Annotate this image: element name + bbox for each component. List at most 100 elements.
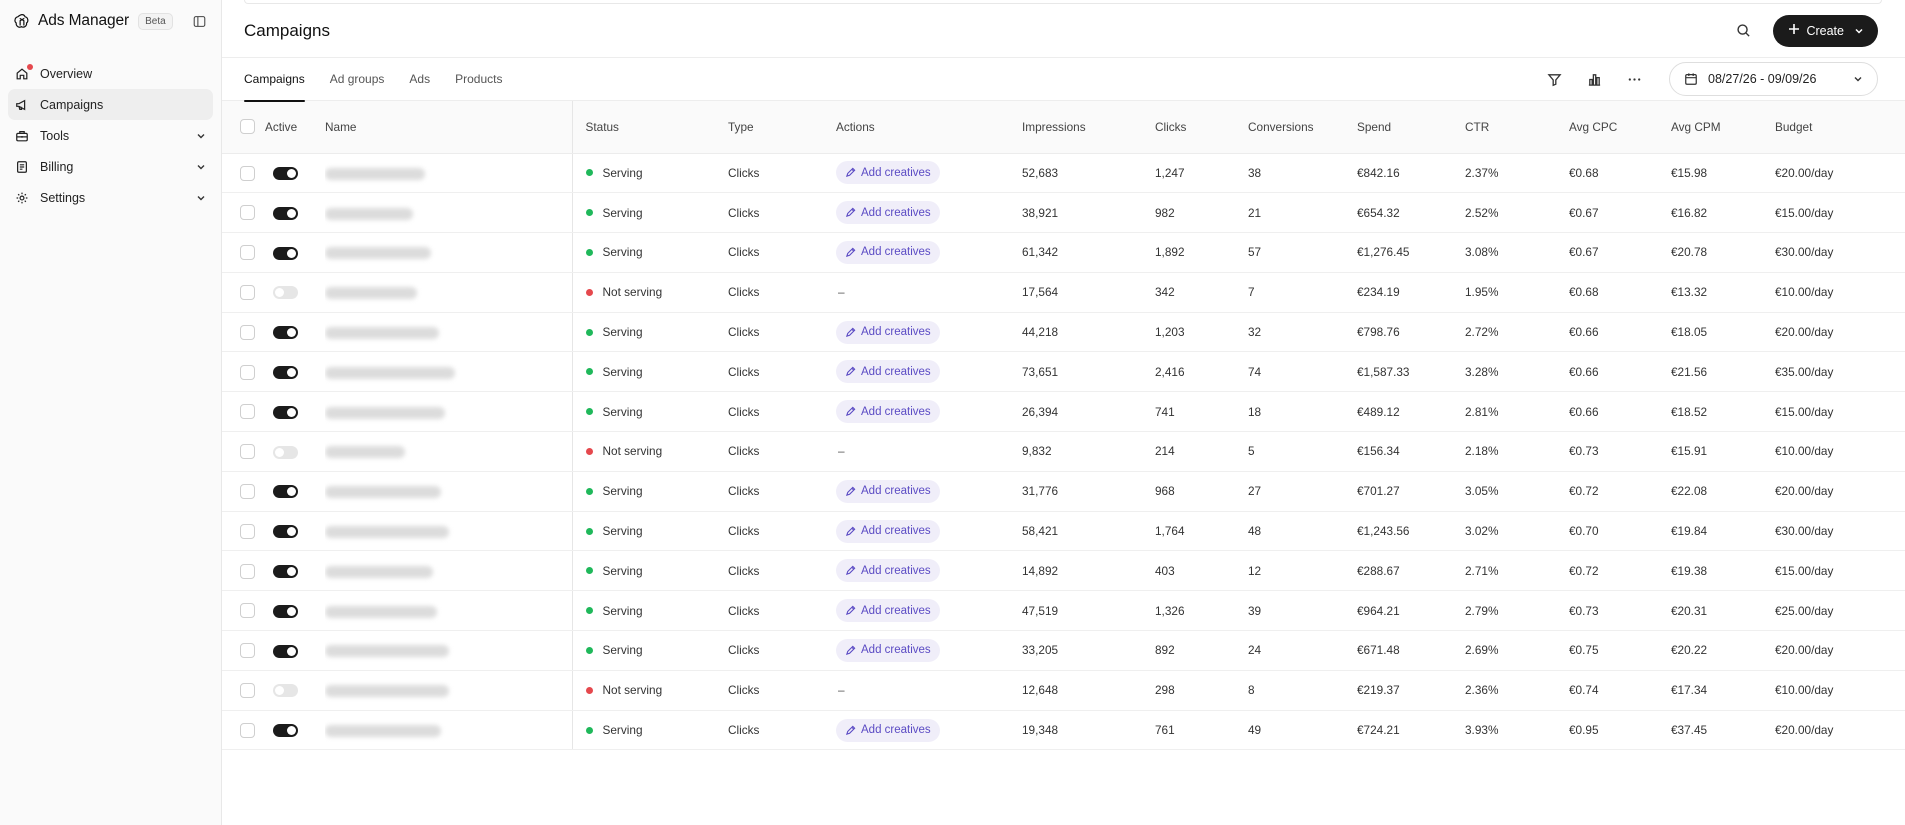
table-row[interactable]: Not serving Clicks – 17,564 342 7 €234.19 1.95%… (222, 272, 1905, 313)
table-row[interactable]: Serving Clicks Add creatives 61,342 1,892 57 €… (222, 232, 1905, 273)
row-checkbox[interactable] (240, 165, 255, 181)
search-icon[interactable] (1734, 22, 1752, 40)
add-creatives-button[interactable]: Add creatives (836, 360, 940, 384)
campaign-name-redacted[interactable] (325, 207, 413, 220)
row-checkbox[interactable] (240, 643, 255, 659)
active-toggle[interactable] (273, 525, 298, 539)
campaign-name-redacted[interactable] (325, 565, 433, 578)
campaign-name-redacted[interactable] (325, 446, 405, 459)
campaign-name-redacted[interactable] (325, 605, 437, 618)
campaign-name-redacted[interactable] (325, 724, 441, 737)
table-row[interactable]: Not serving Clicks –9,832 214 5 €156.34 2.18% €… (222, 431, 1905, 472)
campaign-name-redacted[interactable] (325, 486, 441, 499)
column-header-actions[interactable]: Actions (836, 101, 1022, 154)
row-checkbox[interactable] (240, 483, 255, 499)
sidebar-item-settings[interactable]: Settings (8, 182, 213, 213)
bar-chart-icon[interactable] (1585, 70, 1603, 88)
add-creatives-button[interactable]: Add creatives (836, 479, 940, 503)
column-header-name[interactable]: Name (325, 101, 573, 154)
table-row[interactable]: Serving Clicks Add creatives 33,205 892 24 €67… (222, 630, 1905, 671)
row-checkbox[interactable] (240, 245, 255, 261)
active-toggle[interactable] (273, 366, 298, 380)
column-header-type[interactable]: Type (728, 101, 836, 154)
add-creatives-button[interactable]: Add creatives (836, 599, 940, 623)
add-creatives-button[interactable]: Add creatives (836, 240, 940, 264)
create-button[interactable]: Create (1773, 14, 1878, 47)
tab-ads[interactable]: Ads (409, 72, 431, 86)
active-toggle[interactable] (273, 565, 298, 579)
campaign-name-redacted[interactable] (325, 326, 439, 339)
add-creatives-button[interactable]: Add creatives (836, 718, 940, 742)
row-checkbox[interactable] (240, 364, 255, 380)
row-checkbox[interactable] (240, 205, 255, 221)
row-checkbox[interactable] (240, 603, 255, 619)
add-creatives-button[interactable]: Add creatives (836, 320, 940, 344)
column-header-budget[interactable]: Budget (1775, 101, 1905, 154)
row-checkbox[interactable] (240, 404, 255, 420)
active-toggle[interactable] (273, 246, 298, 260)
campaign-name-redacted[interactable] (325, 645, 449, 658)
active-toggle[interactable] (273, 684, 298, 698)
active-toggle[interactable] (273, 326, 298, 340)
tab-ad-groups[interactable]: Ad groups (329, 72, 385, 86)
campaign-name-redacted[interactable] (325, 525, 449, 538)
add-creatives-button[interactable]: Add creatives (836, 638, 940, 662)
table-row[interactable]: Serving Clicks Add creatives 47,519 1,326 39 €… (222, 590, 1905, 632)
column-header-active[interactable]: Active (265, 101, 325, 154)
column-header-ctr[interactable]: CTR (1465, 101, 1569, 154)
active-toggle[interactable] (273, 604, 298, 618)
campaign-name-redacted[interactable] (325, 366, 455, 379)
sidebar-item-campaigns[interactable]: Campaigns (8, 89, 213, 120)
active-toggle[interactable] (273, 445, 298, 459)
sidebar-item-billing[interactable]: Billing (8, 151, 213, 182)
column-header-status[interactable]: Status (572, 101, 728, 154)
active-toggle[interactable] (273, 405, 298, 419)
column-header-spend[interactable]: Spend (1357, 101, 1465, 154)
active-toggle[interactable] (273, 167, 298, 181)
row-checkbox[interactable] (240, 284, 255, 300)
add-creatives-button[interactable]: Add creatives (836, 400, 940, 424)
campaign-name-redacted[interactable] (325, 406, 445, 419)
add-creatives-button[interactable]: Add creatives (836, 519, 940, 543)
row-checkbox[interactable] (240, 682, 255, 698)
active-toggle[interactable] (273, 724, 298, 738)
active-toggle[interactable] (273, 206, 298, 220)
table-row[interactable]: Serving Clicks Add creatives 31,776 968 27 €70… (222, 471, 1905, 512)
table-row[interactable]: Serving Clicks Add creatives 52,683 1,247 38 €… (222, 153, 1905, 194)
row-checkbox[interactable] (240, 523, 255, 539)
sidebar-toggle-icon[interactable] (191, 13, 207, 29)
campaign-name-redacted[interactable] (325, 685, 449, 698)
table-row[interactable]: Not serving Clicks – 12,648 298 8 €219.37 2.36%… (222, 670, 1905, 711)
add-creatives-button[interactable]: Add creatives (836, 201, 940, 225)
row-checkbox[interactable] (240, 444, 255, 460)
campaign-name-redacted[interactable] (325, 247, 431, 260)
active-toggle[interactable] (273, 286, 298, 300)
active-toggle[interactable] (273, 644, 298, 658)
column-header-clicks[interactable]: Clicks (1155, 101, 1248, 154)
add-creatives-button[interactable]: Add creatives (836, 161, 940, 185)
table-row[interactable]: Serving Clicks Add creatives 73,651 2,416 74 €… (222, 351, 1905, 393)
column-header-avg-cpm[interactable]: Avg CPM (1671, 101, 1775, 154)
sidebar-item-tools[interactable]: Tools (8, 120, 213, 151)
table-row[interactable]: Serving Clicks Add creatives 58,421 1,764 48 €… (222, 511, 1905, 552)
add-creatives-button[interactable]: Add creatives (836, 559, 940, 583)
sidebar-item-overview[interactable]: Overview (8, 58, 213, 89)
row-checkbox[interactable] (240, 563, 255, 579)
table-row[interactable]: Serving Clicks Add creatives 38,921 982 21 €65… (222, 192, 1905, 234)
table-row[interactable]: Serving Clicks Add creatives 19,348 761 49 €72… (222, 710, 1905, 751)
filter-icon[interactable] (1545, 70, 1563, 88)
campaign-name-redacted[interactable] (325, 287, 417, 300)
date-range-picker[interactable]: 08/27/26 - 09/09/26 (1669, 62, 1878, 96)
column-header-conversions[interactable]: Conversions (1248, 101, 1357, 154)
row-checkbox[interactable] (240, 722, 255, 738)
column-header-impressions[interactable]: Impressions (1022, 101, 1155, 154)
campaign-name-redacted[interactable] (325, 167, 425, 180)
table-row[interactable]: Serving Clicks Add creatives 26,394 741 18 €48… (222, 391, 1905, 433)
more-options-icon[interactable] (1625, 70, 1643, 88)
tab-products[interactable]: Products (455, 72, 503, 86)
table-row[interactable]: Serving Clicks Add creatives 14,892 403 12 €28… (222, 550, 1905, 592)
select-all-checkbox[interactable] (240, 119, 255, 135)
table-row[interactable]: Serving Clicks Add creatives 44,218 1,203 32 €… (222, 312, 1905, 353)
row-checkbox[interactable] (240, 324, 255, 340)
column-header-avg-cpc[interactable]: Avg CPC (1569, 101, 1671, 154)
